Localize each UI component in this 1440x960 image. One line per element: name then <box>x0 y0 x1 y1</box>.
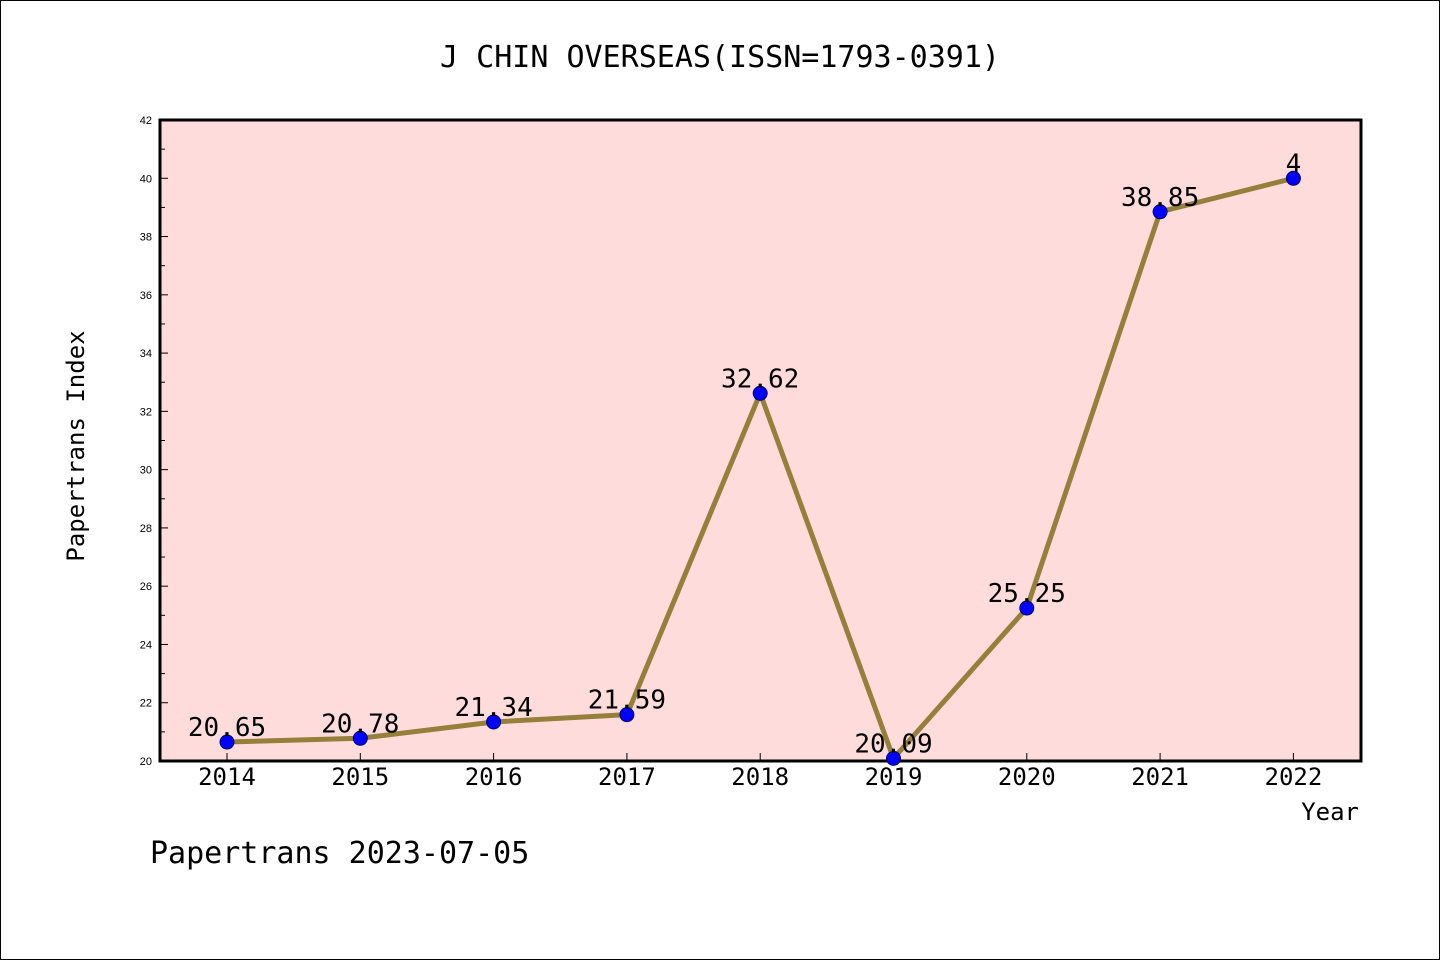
data-label: 20.78 <box>321 709 399 739</box>
y-tick-label: 24 <box>140 639 152 651</box>
data-label: 20.65 <box>188 713 266 743</box>
y-tick-label: 22 <box>140 698 152 710</box>
data-label: 38.85 <box>1121 183 1199 213</box>
y-tick-label: 38 <box>140 232 152 244</box>
data-label: 25.25 <box>988 579 1066 609</box>
x-tick-label: 2018 <box>731 763 789 791</box>
y-tick-label: 28 <box>140 523 152 535</box>
series-markers-group <box>219 170 1301 766</box>
x-tick-label: 2020 <box>998 763 1056 791</box>
data-label: 4 <box>1286 149 1302 179</box>
y-tick-label: 36 <box>140 290 152 302</box>
data-label: 21.34 <box>454 693 532 723</box>
data-point <box>1285 170 1301 186</box>
watermark-text: Papertrans 2023-07-05 <box>150 836 529 871</box>
x-tick-label: 2014 <box>198 763 256 791</box>
y-tick-label: 40 <box>140 173 152 185</box>
data-label: 20.09 <box>854 729 932 759</box>
x-tick-label: 2015 <box>331 763 389 791</box>
data-label: 32.62 <box>721 364 799 394</box>
y-tick-label: 34 <box>140 348 152 360</box>
x-tick-label: 2016 <box>465 763 523 791</box>
y-axis-label: Papertrans Index <box>62 330 90 561</box>
x-tick-label: 2021 <box>1131 763 1189 791</box>
y-tick-label: 20 <box>140 756 152 768</box>
data-point <box>352 730 368 746</box>
data-labels-group: 20.65 20.78 21.34 21.59 32.62 20.09 25.25 38.85… <box>188 149 1301 759</box>
data-point <box>1152 204 1168 220</box>
data-label: 21.59 <box>588 686 666 716</box>
x-tick-label: 2022 <box>1265 763 1323 791</box>
y-axis: 20 22 24 26 28 30 32 34 36 38 40 42 <box>140 115 168 768</box>
y-tick-label: 26 <box>140 581 152 593</box>
x-axis-label: Year <box>1301 798 1359 826</box>
data-point <box>486 714 502 730</box>
y-tick-label: 32 <box>140 406 152 418</box>
chart-title: J CHIN OVERSEAS(ISSN=1793-0391) <box>440 40 1000 75</box>
data-point <box>619 707 635 723</box>
data-point <box>219 734 235 750</box>
y-tick-label: 30 <box>140 465 152 477</box>
x-axis: 2014 2015 2016 2017 2018 2019 2020 2021 2022 <box>198 753 1322 791</box>
data-point <box>752 385 768 401</box>
x-tick-label: 2017 <box>598 763 656 791</box>
data-point <box>1019 600 1035 616</box>
data-point <box>886 750 901 766</box>
x-tick-label: 2019 <box>865 763 923 791</box>
plot-area <box>158 118 1363 763</box>
y-tick-label: 42 <box>140 115 152 127</box>
